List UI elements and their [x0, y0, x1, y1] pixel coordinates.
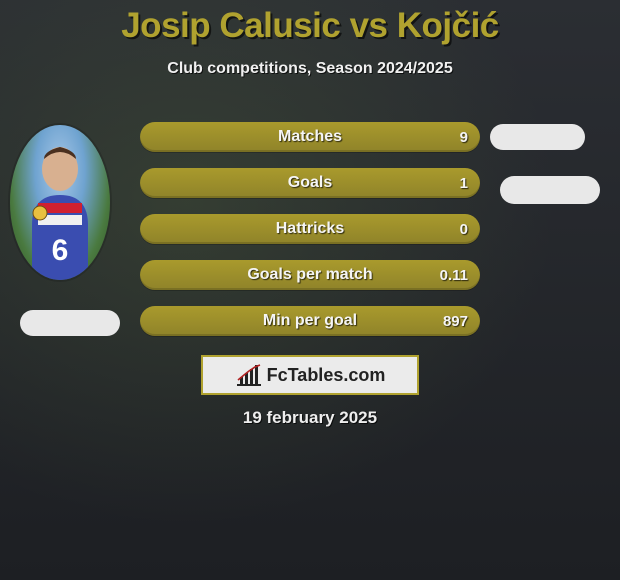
bar-chart-icon — [235, 363, 263, 387]
page-subtitle: Club competitions, Season 2024/2025 — [0, 60, 620, 78]
stat-bar: Goals per match0.11 — [140, 260, 480, 290]
player-photo-left: 6 — [10, 125, 110, 280]
fctables-logo[interactable]: FcTables.com — [201, 355, 419, 395]
stat-label: Goals per match — [140, 260, 480, 290]
stat-label: Goals — [140, 168, 480, 198]
stat-value: 9 — [460, 122, 468, 152]
stat-label: Hattricks — [140, 214, 480, 244]
stat-value: 897 — [443, 306, 468, 336]
logo-text: FcTables.com — [267, 365, 386, 386]
stat-bar: Matches9 — [140, 122, 480, 152]
footer-date: 19 february 2025 — [0, 408, 620, 428]
stat-value: 0 — [460, 214, 468, 244]
stat-value: 1 — [460, 168, 468, 198]
stat-bar: Min per goal897 — [140, 306, 480, 336]
blank-pill — [490, 124, 585, 150]
stat-bar: Goals1 — [140, 168, 480, 198]
svg-text:6: 6 — [52, 234, 69, 267]
player-silhouette-icon: 6 — [10, 125, 110, 280]
stat-bar: Hattricks0 — [140, 214, 480, 244]
stat-value: 0.11 — [440, 260, 468, 290]
stat-label: Min per goal — [140, 306, 480, 336]
page-title: Josip Calusic vs Kojčić — [0, 0, 620, 46]
stats-bars: Matches9Goals1Hattricks0Goals per match0… — [140, 122, 480, 352]
stat-label: Matches — [140, 122, 480, 152]
blank-pill — [500, 176, 600, 204]
blank-pill — [20, 310, 120, 336]
